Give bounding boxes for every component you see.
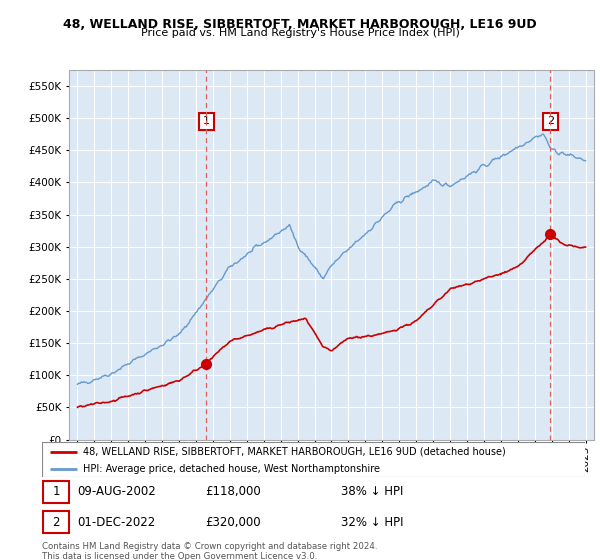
Text: 1: 1 — [52, 485, 60, 498]
Text: 48, WELLAND RISE, SIBBERTOFT, MARKET HARBOROUGH, LE16 9UD: 48, WELLAND RISE, SIBBERTOFT, MARKET HAR… — [63, 18, 537, 31]
Text: £320,000: £320,000 — [205, 516, 260, 529]
Text: 2: 2 — [52, 516, 60, 529]
Text: 38% ↓ HPI: 38% ↓ HPI — [341, 485, 403, 498]
Text: HPI: Average price, detached house, West Northamptonshire: HPI: Average price, detached house, West… — [83, 464, 380, 474]
Text: 01-DEC-2022: 01-DEC-2022 — [77, 516, 155, 529]
Bar — [43, 511, 69, 534]
Text: 09-AUG-2002: 09-AUG-2002 — [77, 485, 156, 498]
Text: Price paid vs. HM Land Registry's House Price Index (HPI): Price paid vs. HM Land Registry's House … — [140, 28, 460, 38]
Text: 2: 2 — [547, 116, 554, 127]
Text: 32% ↓ HPI: 32% ↓ HPI — [341, 516, 403, 529]
Text: 1: 1 — [203, 116, 209, 127]
Text: Contains HM Land Registry data © Crown copyright and database right 2024.
This d: Contains HM Land Registry data © Crown c… — [42, 542, 377, 560]
Bar — [43, 480, 69, 503]
Text: 48, WELLAND RISE, SIBBERTOFT, MARKET HARBOROUGH, LE16 9UD (detached house): 48, WELLAND RISE, SIBBERTOFT, MARKET HAR… — [83, 447, 505, 457]
Text: £118,000: £118,000 — [205, 485, 260, 498]
